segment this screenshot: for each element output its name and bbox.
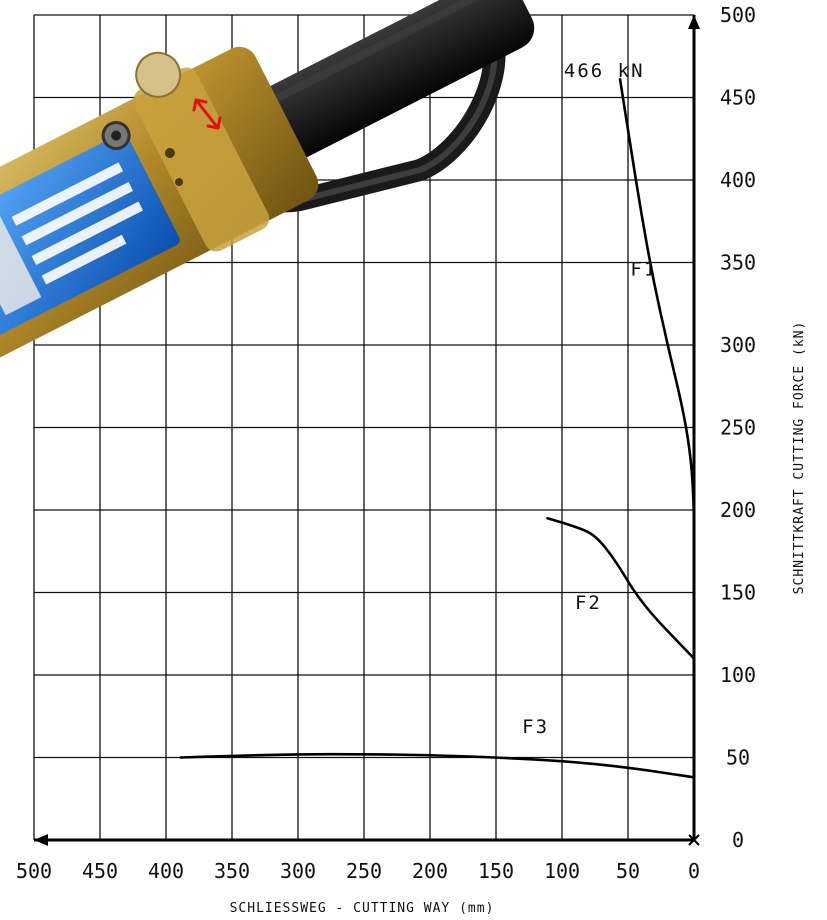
y-tick-label: 250 [720, 416, 756, 440]
x-tick-label: 250 [346, 859, 382, 883]
axes [34, 15, 700, 846]
y-tick-label: 100 [720, 663, 756, 687]
y-tick-label: 150 [720, 581, 756, 605]
x-tick-label: 200 [412, 859, 448, 883]
y-tick-label: 200 [720, 498, 756, 522]
x-tick-label: 350 [214, 859, 250, 883]
x-tick-label: 0 [688, 859, 700, 883]
y-tick-label: 300 [720, 333, 756, 357]
x-tick-label: 500 [16, 859, 52, 883]
y-tick-label: 0 [732, 828, 744, 852]
y-tick-label: 50 [726, 746, 750, 770]
x-axis-label: SCHLIESSWEG - CUTTING WAY (mm) [230, 901, 495, 916]
x-tick-label: 100 [544, 859, 580, 883]
y-tick-label: 350 [720, 251, 756, 275]
x-tick-label: 300 [280, 859, 316, 883]
annotation-peak: 466 kN [564, 60, 645, 82]
series-line-F2 [546, 516, 696, 660]
x-tick-label: 150 [478, 859, 514, 883]
y-axis-arrow [688, 15, 700, 29]
x-axis-arrow [34, 834, 48, 846]
x-tick-label: 400 [148, 859, 184, 883]
y-axis-label: SCHNITTKRAFT CUTTING FORCE (kN) [792, 321, 807, 595]
series-label-F1: F1 [630, 259, 657, 281]
series-line-F1 [618, 78, 696, 553]
series-label-F2: F2 [575, 592, 602, 614]
hydraulic-cutter-tool [0, 0, 535, 377]
origin-mark [688, 834, 700, 846]
y-tick-label: 500 [720, 3, 756, 27]
labels: 500 450 400 350 300 250 200 150 100 50 00501001502… [16, 3, 807, 916]
series-line-F3 [179, 752, 696, 779]
y-tick-label: 450 [720, 86, 756, 110]
series-lines [179, 78, 696, 779]
y-tick-label: 400 [720, 168, 756, 192]
x-tick-label: 50 [616, 859, 640, 883]
series-label-F3: F3 [522, 716, 549, 738]
x-tick-label: 450 [82, 859, 118, 883]
